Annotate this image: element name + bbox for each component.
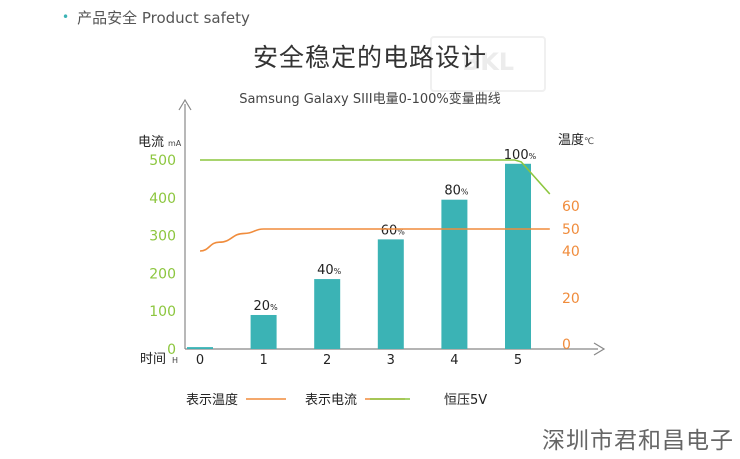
bar <box>441 199 468 349</box>
x-tick-label: 4 <box>450 353 458 368</box>
bar-data-label: 80% <box>444 184 469 199</box>
y2-tick-label: 50 <box>562 222 580 238</box>
section-header: • 产品安全 Product safety <box>62 7 250 28</box>
bar-data-label: 20% <box>254 299 279 314</box>
y2-tick-label: 20 <box>562 291 580 307</box>
bar <box>505 163 531 349</box>
x-axis-label: 时间 <box>140 352 166 367</box>
y-tick-label: 200 <box>149 266 176 282</box>
bar-data-label: 100% <box>504 148 537 163</box>
bar <box>250 314 277 349</box>
y-tick-label: 500 <box>149 153 176 169</box>
y2-axis-unit: ℃ <box>584 137 594 147</box>
x-axis-arrow <box>593 342 606 356</box>
y-axis-label: 电流 <box>138 135 164 150</box>
y-tick-label: 0 <box>167 342 176 358</box>
legend-label: 表示温度 <box>186 392 238 408</box>
x-tick-label: 5 <box>514 353 522 368</box>
company-name: 深圳市君和昌电子 <box>542 428 734 454</box>
bar-data-label: 40% <box>317 263 342 278</box>
x-tick-label: 1 <box>259 353 267 368</box>
bar <box>187 347 213 349</box>
y2-tick-label: 60 <box>562 199 580 215</box>
bar <box>314 279 341 349</box>
header-text: 产品安全 Product safety <box>77 9 250 27</box>
y2-axis-label: 温度 <box>558 132 584 148</box>
current-line <box>200 159 551 195</box>
y-axis-unit: mA <box>168 139 182 148</box>
header-bullet: • <box>62 10 70 24</box>
bar <box>377 239 404 349</box>
x-tick-label: 3 <box>387 353 395 368</box>
y-tick-label: 100 <box>149 304 176 320</box>
y-tick-label: 300 <box>149 229 176 245</box>
watermark-logo: BKL <box>430 36 546 92</box>
page-title: 安全稳定的电路设计 <box>252 43 487 72</box>
y2-tick-label: 0 <box>562 337 571 353</box>
chart-subtitle: Samsung Galaxy SIII电量0-100%变量曲线 <box>239 92 501 107</box>
legend-label: 表示电流 <box>305 393 357 408</box>
y-axis-arrow <box>178 98 192 111</box>
y-tick-label: 400 <box>149 191 176 207</box>
x-tick-label: 2 <box>323 353 331 368</box>
y2-tick-label: 40 <box>562 244 580 260</box>
legend-label: 恒压5V <box>444 393 487 408</box>
x-axis-unit: H <box>172 356 178 365</box>
temperature-line <box>199 228 550 252</box>
bar-data-label: 60% <box>381 223 406 238</box>
x-tick-label: 0 <box>196 353 204 368</box>
